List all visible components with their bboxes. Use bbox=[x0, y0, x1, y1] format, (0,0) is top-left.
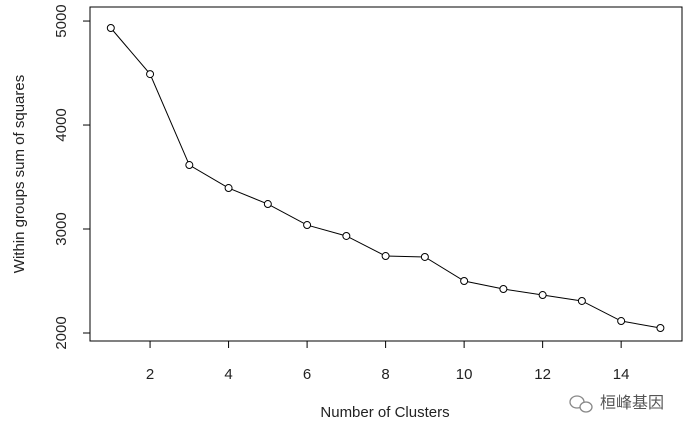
watermark-icon bbox=[569, 395, 593, 413]
point bbox=[460, 277, 469, 286]
plot-box bbox=[89, 6, 683, 342]
y-axis-label: Within groups sum of squares bbox=[11, 75, 28, 273]
x-tick-label: 12 bbox=[534, 366, 551, 383]
y-tick-label: 5000 bbox=[53, 4, 70, 37]
x-tick-label: 8 bbox=[381, 366, 389, 383]
series-line bbox=[110, 27, 661, 329]
point bbox=[106, 24, 115, 33]
x-tick-label: 14 bbox=[613, 366, 630, 383]
x-tick-label: 10 bbox=[456, 366, 473, 383]
y-tick-label: 4000 bbox=[53, 108, 70, 141]
x-tick-label: 2 bbox=[146, 366, 154, 383]
watermark: 桓峰基因 bbox=[600, 394, 664, 412]
point bbox=[185, 161, 194, 170]
point bbox=[224, 184, 233, 193]
point bbox=[381, 252, 390, 261]
point bbox=[342, 231, 351, 240]
point bbox=[617, 317, 626, 326]
point bbox=[577, 296, 586, 305]
point bbox=[499, 285, 508, 294]
x-tick-label: 4 bbox=[224, 366, 232, 383]
point bbox=[420, 252, 429, 261]
y-tick-label: 2000 bbox=[53, 316, 70, 349]
point bbox=[656, 324, 665, 333]
point bbox=[263, 200, 272, 209]
point bbox=[146, 70, 155, 79]
y-tick-label: 3000 bbox=[53, 212, 70, 245]
x-tick-label: 6 bbox=[303, 366, 311, 383]
point bbox=[538, 291, 547, 300]
x-axis-label: Number of Clusters bbox=[320, 404, 449, 421]
point bbox=[303, 221, 312, 230]
